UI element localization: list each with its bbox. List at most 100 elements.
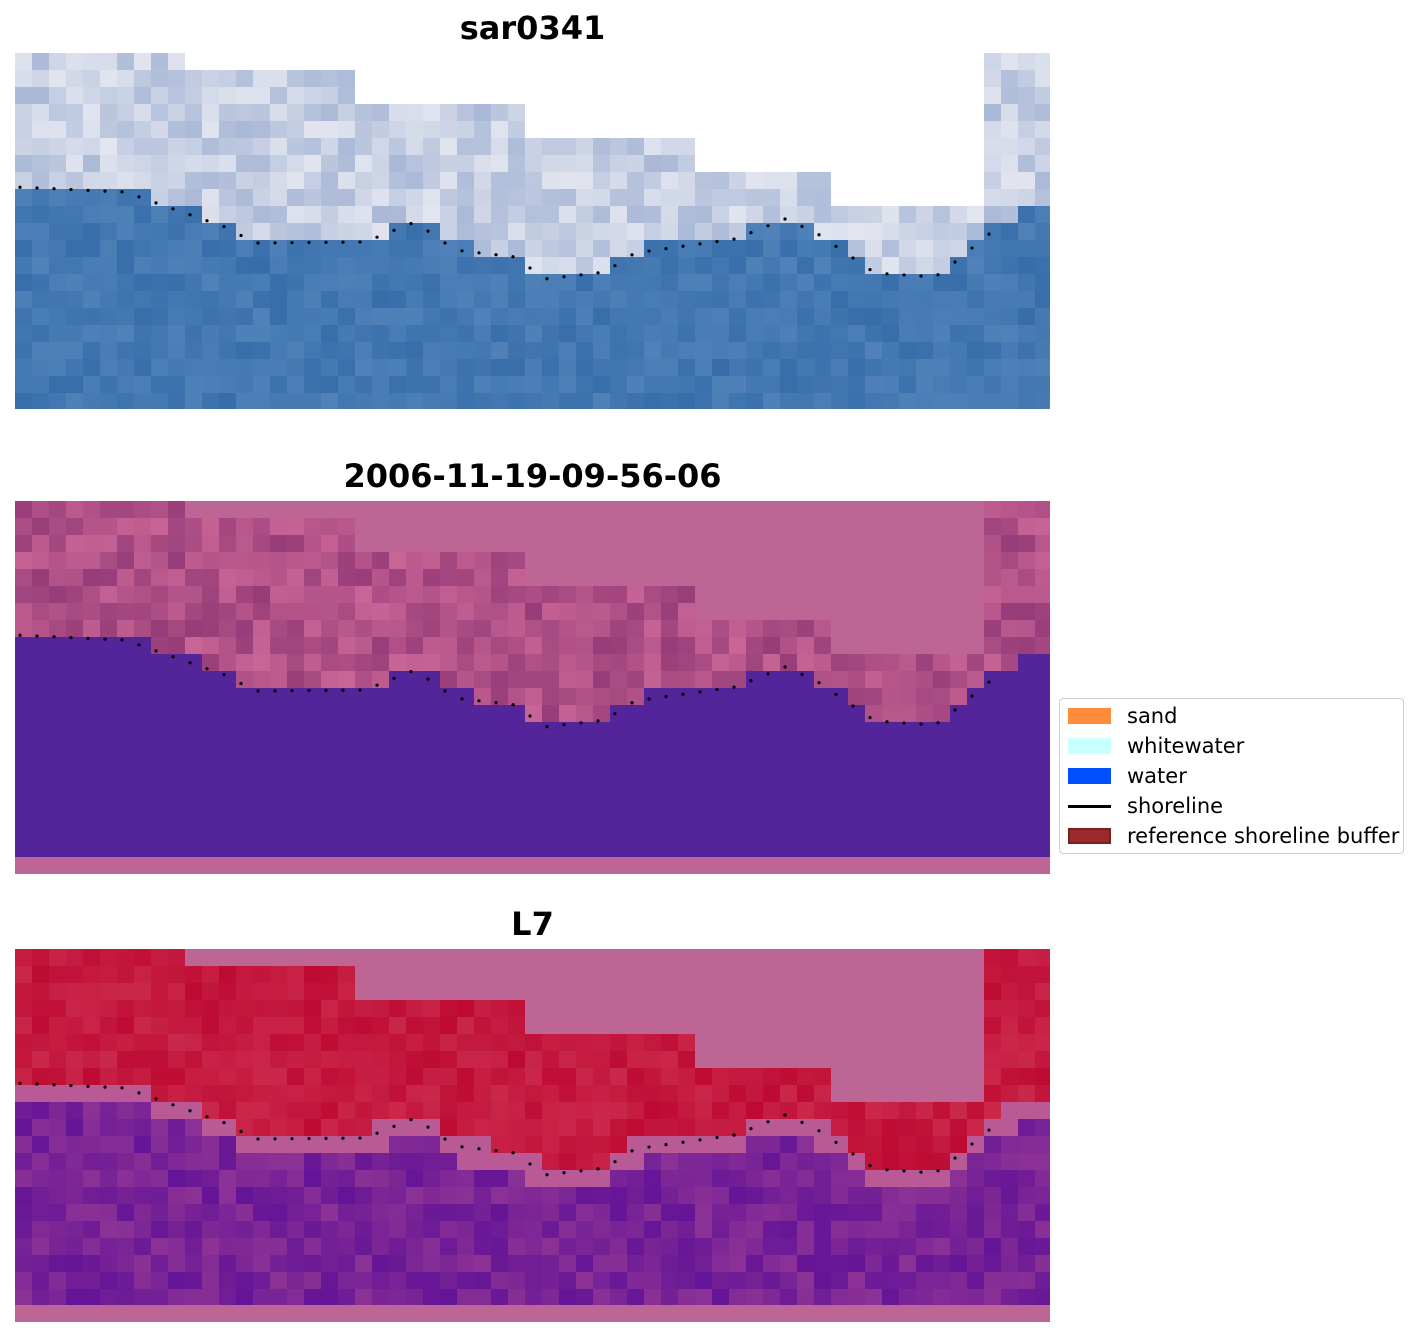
image-pixel bbox=[814, 223, 832, 241]
image-pixel bbox=[219, 291, 237, 309]
image-pixel bbox=[491, 722, 509, 740]
image-pixel bbox=[236, 206, 254, 224]
image-pixel bbox=[695, 841, 713, 859]
image-pixel bbox=[542, 1102, 560, 1120]
image-pixel bbox=[950, 790, 968, 808]
image-pixel bbox=[66, 206, 84, 224]
image-pixel bbox=[763, 206, 781, 224]
image-pixel bbox=[168, 206, 186, 224]
image-pixel bbox=[457, 1289, 475, 1307]
image-pixel bbox=[831, 138, 849, 156]
image-pixel bbox=[389, 603, 407, 621]
image-pixel bbox=[491, 586, 509, 604]
shoreline-point bbox=[953, 708, 957, 712]
image-pixel bbox=[168, 518, 186, 536]
image-pixel bbox=[950, 1204, 968, 1222]
image-pixel bbox=[457, 223, 475, 241]
image-pixel bbox=[593, 1085, 611, 1103]
image-pixel bbox=[610, 308, 628, 326]
image-pixel bbox=[440, 1272, 458, 1290]
image-pixel bbox=[32, 773, 50, 791]
image-pixel bbox=[15, 756, 33, 774]
image-pixel bbox=[474, 1034, 492, 1052]
image-pixel bbox=[678, 1068, 696, 1086]
image-pixel bbox=[627, 87, 645, 105]
image-pixel bbox=[542, 1272, 560, 1290]
image-pixel bbox=[406, 501, 424, 519]
image-pixel bbox=[899, 189, 917, 207]
image-pixel bbox=[712, 501, 730, 519]
image-pixel bbox=[32, 654, 50, 672]
image-pixel bbox=[763, 739, 781, 757]
image-pixel bbox=[168, 155, 186, 173]
shoreline-point bbox=[851, 1152, 855, 1156]
image-pixel bbox=[593, 637, 611, 655]
image-pixel bbox=[474, 1068, 492, 1086]
image-pixel bbox=[678, 70, 696, 88]
image-pixel bbox=[576, 1153, 594, 1171]
shoreline-point bbox=[545, 277, 549, 281]
image-pixel bbox=[304, 807, 322, 825]
image-pixel bbox=[202, 1051, 220, 1069]
image-pixel bbox=[457, 1068, 475, 1086]
image-pixel bbox=[457, 949, 475, 967]
image-pixel bbox=[15, 1255, 33, 1273]
image-pixel bbox=[49, 1119, 67, 1137]
image-pixel bbox=[967, 359, 985, 377]
image-pixel bbox=[474, 172, 492, 190]
image-pixel bbox=[729, 1085, 747, 1103]
image-pixel bbox=[321, 138, 339, 156]
image-pixel bbox=[406, 1000, 424, 1018]
image-pixel bbox=[933, 654, 951, 672]
image-pixel bbox=[644, 138, 662, 156]
image-pixel bbox=[695, 53, 713, 71]
image-pixel bbox=[559, 1255, 577, 1273]
image-pixel bbox=[457, 688, 475, 706]
image-pixel bbox=[15, 1221, 33, 1239]
image-pixel bbox=[695, 1170, 713, 1188]
image-pixel bbox=[542, 773, 560, 791]
image-pixel bbox=[525, 807, 543, 825]
image-pixel bbox=[253, 949, 271, 967]
image-pixel bbox=[83, 359, 101, 377]
image-pixel bbox=[525, 1187, 543, 1205]
image-pixel bbox=[644, 359, 662, 377]
image-pixel bbox=[457, 1272, 475, 1290]
image-pixel bbox=[117, 1170, 135, 1188]
image-pixel bbox=[83, 807, 101, 825]
image-pixel bbox=[117, 1204, 135, 1222]
image-pixel bbox=[525, 308, 543, 326]
shoreline-point bbox=[307, 1136, 311, 1141]
image-pixel bbox=[321, 637, 339, 655]
shoreline-point bbox=[885, 720, 889, 724]
image-pixel bbox=[168, 393, 186, 409]
image-pixel bbox=[729, 121, 747, 139]
image-pixel bbox=[712, 535, 730, 553]
image-pixel bbox=[185, 603, 203, 621]
image-pixel bbox=[763, 189, 781, 207]
image-pixel bbox=[66, 824, 84, 842]
image-pixel bbox=[916, 1119, 934, 1137]
image-pixel bbox=[423, 1017, 441, 1035]
image-pixel bbox=[899, 1034, 917, 1052]
image-pixel bbox=[457, 586, 475, 604]
image-pixel bbox=[559, 966, 577, 984]
image-pixel bbox=[355, 1000, 373, 1018]
image-pixel bbox=[695, 274, 713, 292]
image-pixel bbox=[151, 359, 169, 377]
image-pixel bbox=[253, 705, 271, 723]
image-pixel bbox=[865, 240, 883, 258]
image-pixel bbox=[831, 104, 849, 122]
image-pixel bbox=[83, 1051, 101, 1069]
image-pixel bbox=[100, 654, 118, 672]
image-pixel bbox=[831, 1289, 849, 1307]
image-pixel bbox=[236, 790, 254, 808]
image-pixel bbox=[916, 620, 934, 638]
image-pixel bbox=[848, 104, 866, 122]
image-pixel bbox=[661, 722, 679, 740]
image-pixel bbox=[372, 1051, 390, 1069]
image-pixel bbox=[882, 637, 900, 655]
image-pixel bbox=[168, 342, 186, 360]
image-pixel bbox=[508, 637, 526, 655]
image-pixel bbox=[270, 983, 288, 1001]
